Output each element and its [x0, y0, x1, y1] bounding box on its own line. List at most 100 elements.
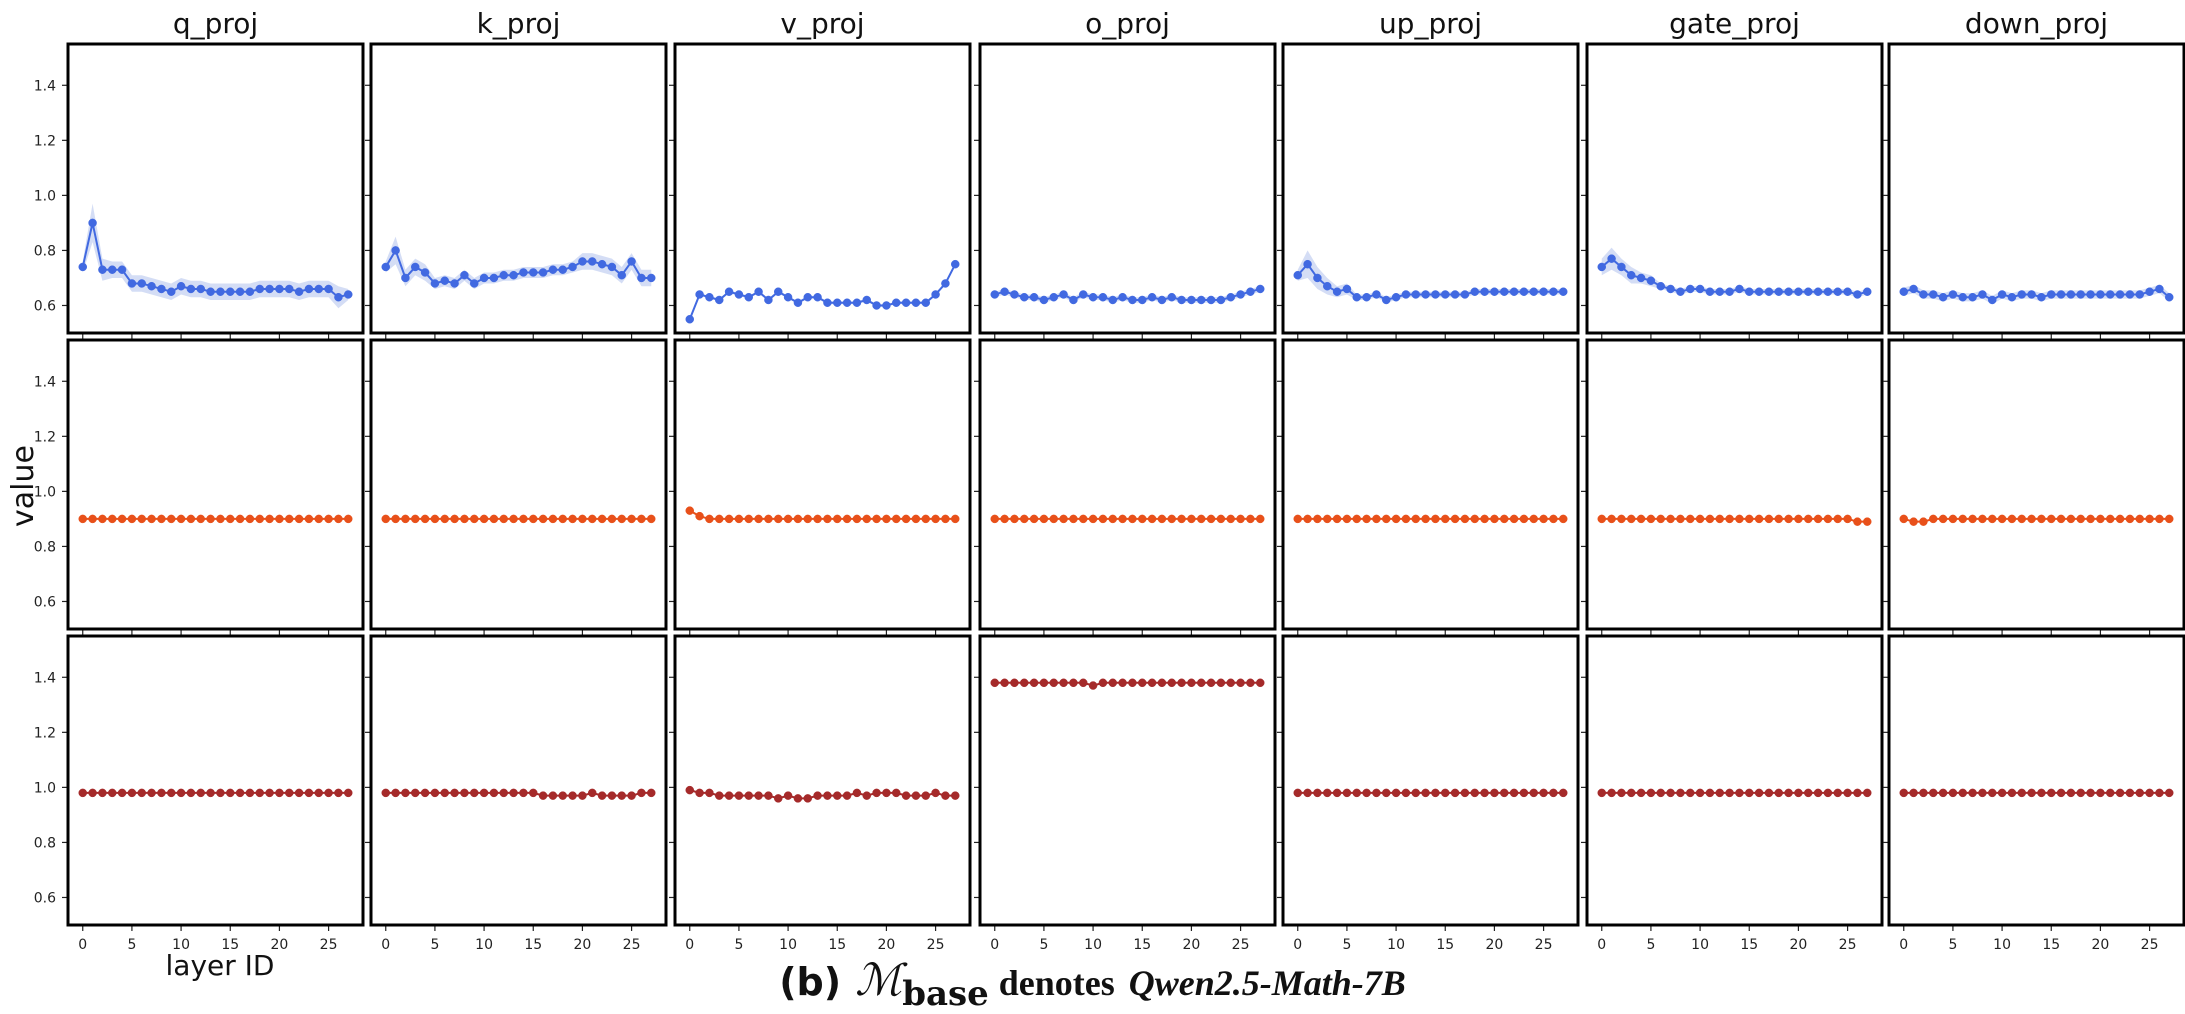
data-point	[1774, 514, 1783, 524]
data-point	[226, 287, 235, 296]
data-point	[344, 788, 353, 798]
data-point	[1843, 788, 1852, 798]
series-line-row3-k-proj	[385, 791, 652, 797]
data-point	[1784, 514, 1793, 524]
x-tick-label: 20	[1790, 937, 1808, 953]
data-point	[2007, 292, 2017, 302]
y-tick-label: 1.4	[34, 78, 56, 94]
x-tick-label: 10	[475, 937, 493, 953]
data-point	[1636, 514, 1646, 524]
data-point	[1705, 287, 1715, 296]
data-point	[1323, 514, 1332, 524]
data-point	[1411, 290, 1420, 299]
data-point	[275, 788, 284, 798]
data-point	[391, 788, 400, 798]
data-point	[1079, 290, 1088, 299]
data-point	[127, 514, 137, 524]
data-point	[1470, 287, 1479, 296]
data-point	[430, 279, 440, 288]
data-point	[715, 295, 724, 305]
data-point	[186, 284, 196, 294]
data-point	[304, 284, 314, 294]
data-point	[597, 791, 607, 800]
data-point	[1256, 284, 1265, 294]
data-point	[1108, 295, 1117, 305]
data-point	[1735, 514, 1744, 524]
data-point	[1686, 284, 1695, 294]
data-point	[1313, 788, 1322, 798]
data-point	[724, 514, 734, 524]
data-point	[1500, 287, 1509, 296]
data-point	[1627, 270, 1636, 280]
data-point	[1715, 514, 1724, 524]
data-point	[1909, 517, 1918, 526]
data-point	[401, 514, 410, 524]
data-point	[499, 270, 508, 280]
data-point	[450, 279, 459, 288]
data-point	[334, 292, 343, 302]
data-point	[147, 788, 156, 798]
data-point	[1167, 514, 1176, 524]
data-point	[1948, 788, 1958, 798]
data-point	[1303, 259, 1312, 269]
data-point	[1098, 678, 1108, 688]
data-point	[1480, 514, 1489, 524]
data-point	[1823, 514, 1833, 524]
data-point	[2076, 514, 2085, 524]
panel-frame-row2-gate-proj	[1585, 338, 1884, 631]
data-point	[265, 514, 274, 524]
data-point	[862, 295, 871, 305]
data-point	[2027, 514, 2036, 524]
data-point	[529, 268, 538, 277]
panel-frame-row3-gate-proj	[1585, 634, 1884, 927]
data-point	[2037, 292, 2046, 302]
series-line-row1-o-proj	[994, 287, 1261, 302]
data-point	[2056, 788, 2066, 798]
data-point	[931, 788, 940, 798]
data-point	[1323, 281, 1332, 291]
data-point	[2096, 514, 2105, 524]
data-point	[1490, 788, 1499, 798]
data-point	[324, 284, 333, 294]
data-point	[1725, 287, 1734, 296]
data-point	[470, 279, 479, 288]
data-point	[2066, 788, 2076, 798]
data-point	[1997, 788, 2007, 798]
x-tick-label: 25	[623, 937, 641, 953]
panel-frame-row2-o-proj	[978, 338, 1277, 631]
data-point	[1764, 514, 1774, 524]
data-point	[1401, 788, 1411, 798]
data-point	[216, 514, 225, 524]
data-point	[597, 514, 607, 524]
data-point	[344, 290, 353, 299]
data-point	[872, 514, 881, 524]
data-point	[588, 257, 597, 266]
data-point	[1236, 514, 1245, 524]
data-point	[304, 788, 314, 798]
data-point	[1206, 514, 1216, 524]
y-tick-label: 1.0	[34, 484, 56, 500]
data-point	[597, 259, 607, 269]
data-point	[1401, 514, 1411, 524]
series-line-row2-down-proj	[1903, 517, 2170, 523]
data-point	[1049, 514, 1058, 524]
data-point	[285, 514, 294, 524]
x-tick-label: 5	[1948, 937, 1957, 953]
data-point	[1313, 514, 1322, 524]
data-point	[499, 514, 508, 524]
data-point	[470, 788, 479, 798]
data-point	[2106, 788, 2115, 798]
panel-frame-row1-down-proj	[1887, 42, 2185, 335]
data-point	[1029, 292, 1039, 302]
data-point	[1705, 788, 1715, 798]
data-point	[1919, 788, 1928, 798]
data-point	[1490, 287, 1499, 296]
data-point	[685, 314, 694, 324]
x-tick-label: 10	[172, 937, 190, 953]
column-title-k-proj: k_proj	[477, 7, 561, 40]
data-point	[1441, 788, 1450, 798]
data-point	[882, 514, 891, 524]
data-point	[1216, 514, 1226, 524]
data-point	[1382, 295, 1391, 305]
data-point	[1177, 295, 1186, 305]
